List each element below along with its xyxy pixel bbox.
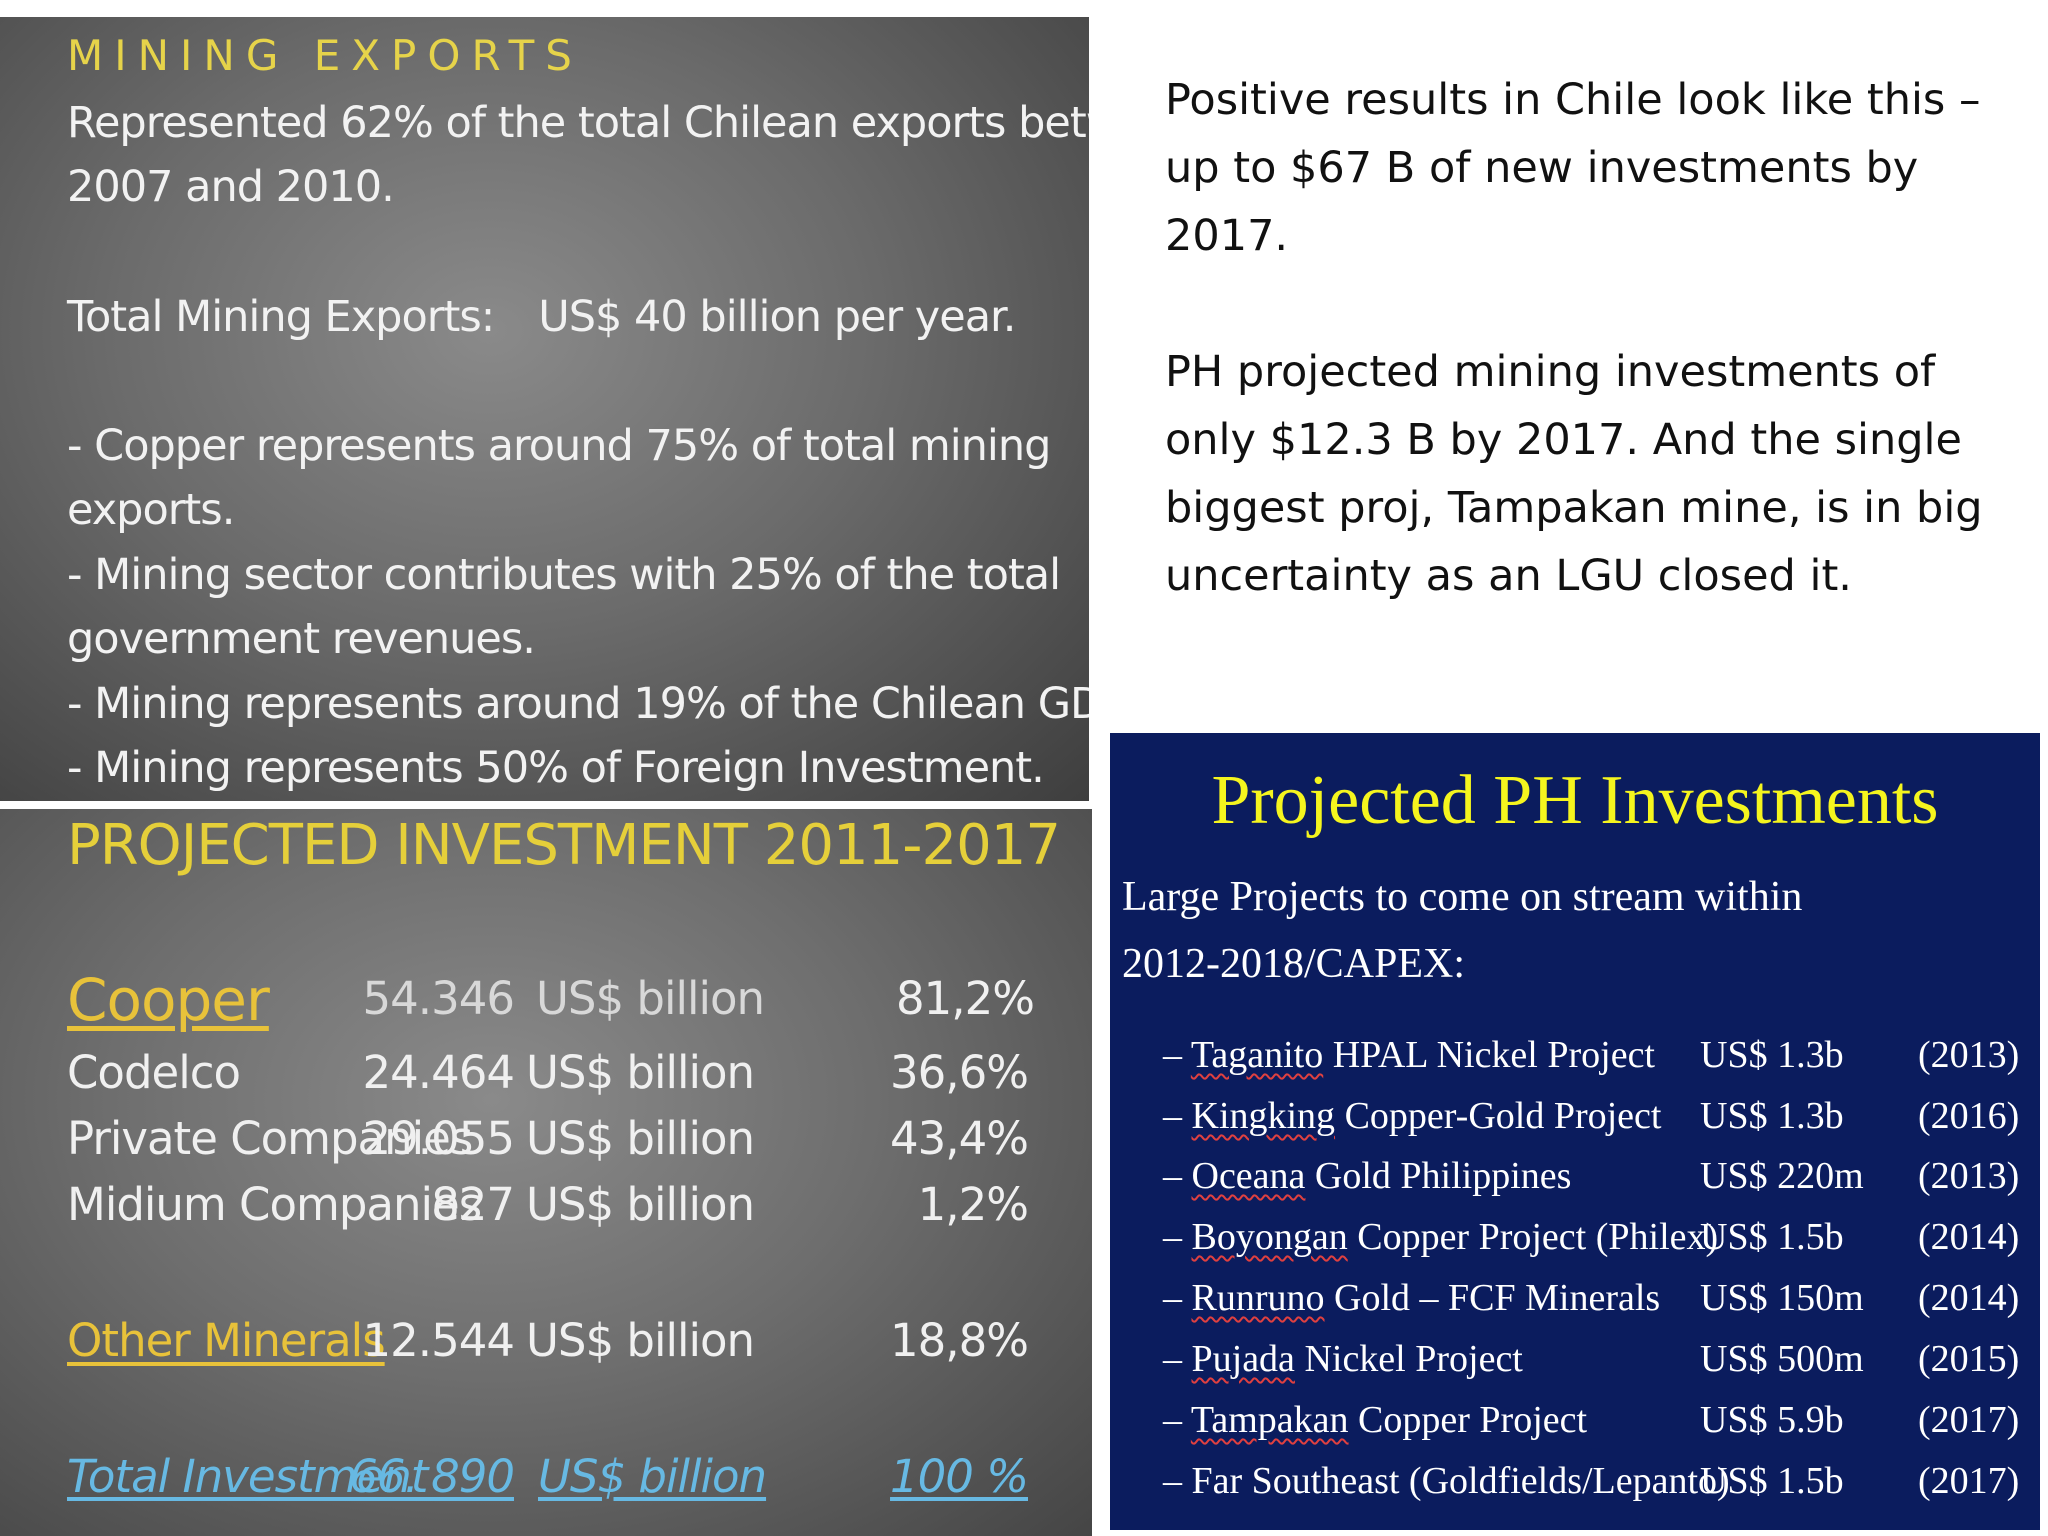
project-year: (2013) [1918,1155,2020,1197]
project-amount: US$ 220m [1700,1155,1864,1197]
bullet-gdp: - Mining represents around 19% of the Ch… [67,679,1089,729]
total-mining-label: Total Mining Exports: [67,292,495,342]
commentary-ph: PH projected mining investments of only … [1165,347,1983,601]
row-name: Codelco [67,1046,241,1099]
investment-row-private: Private Companies 29.055 US$ billion 43,… [0,1112,1092,1182]
commentary-chile: Positive results in Chile look like this… [1165,75,1981,261]
mining-exports-title: MINING EXPORTS [67,31,583,80]
total-mining-exports: Total Mining Exports: US$ 40 billion per … [67,285,1016,349]
project-name: – Runruno Gold – FCF Minerals [1163,1277,1661,1319]
row-unit: US$ billion [526,1112,755,1165]
investment-row-total: Total Investment 66. 890 US$ billion 100… [0,1450,1092,1520]
project-name: – Tampakan Copper Project [1163,1399,1588,1441]
investment-row-codelco: Codelco 24.464 US$ billion 36,6% [0,1046,1092,1116]
project-year: (2016) [1918,1095,2020,1137]
row-name: Cooper [67,966,270,1034]
row-unit: US$ billion [526,1314,755,1367]
project-year: (2013) [1918,1034,2020,1076]
row-value: 24.464 [362,1046,515,1099]
row-pct: 18,8% [890,1314,1029,1367]
project-name: – Oceana Gold Philippines [1163,1155,1572,1197]
row-unit: US$ billion [526,1046,755,1099]
total-mining-value: US$ 40 billion per year. [538,292,1016,342]
row-name: Total Investment [67,1450,428,1503]
project-year: (2014) [1918,1216,2020,1258]
ph-project-row: – Kingking Copper-Gold Project US$ 1.3b … [1110,1094,2040,1154]
row-pct: 36,6% [890,1046,1029,1099]
ph-subtitle-1: Large Projects to come on stream within [1122,874,1803,920]
row-unit: US$ billion [538,1450,767,1503]
project-amount: US$ 1.3b [1700,1095,1844,1137]
bullet-sector-a: - Mining sector contributes with 25% of … [67,550,1061,600]
project-year: (2017) [1918,1460,2020,1502]
project-name: – Far Southeast (Goldfields/Lepanto) [1163,1460,1730,1502]
ph-investments-title: Projected PH Investments [1211,762,1939,839]
project-amount: US$ 5.9b [1700,1399,1844,1441]
ph-subtitle-2: 2012-2018/CAPEX: [1122,941,1466,987]
row-pct: 100 % [890,1450,1029,1503]
ph-project-row: – Oceana Gold Philippines US$ 220m (2013… [1110,1154,2040,1214]
project-year: (2017) [1918,1399,2020,1441]
bullet-sector-b: government revenues. [67,614,536,664]
row-value: 12.544 [362,1314,515,1367]
project-amount: US$ 150m [1700,1277,1864,1319]
mining-exports-slide: MINING EXPORTS Represented 62% of the to… [0,17,1089,801]
ph-project-row: – Pujada Nickel Project US$ 500m (2015) [1110,1337,2040,1397]
bullet-copper-a: - Copper represents around 75% of total … [67,421,1051,471]
project-amount: US$ 1.5b [1700,1216,1844,1258]
project-amount: US$ 1.3b [1700,1034,1844,1076]
investment-row-cooper: Cooper 54.346 US$ billion 81,2% [0,966,1092,1042]
project-amount: US$ 500m [1700,1338,1864,1380]
investment-row-midium: Midium Companies 827 US$ billion 1,2% [0,1178,1092,1248]
project-amount: US$ 1.5b [1700,1460,1844,1502]
mining-line-2: 2007 and 2010. [67,162,395,212]
projected-investment-slide: PROJECTED INVESTMENT 2011-2017 Cooper 54… [0,809,1092,1536]
row-name: Midium Companies [67,1178,482,1231]
investment-row-other-minerals: Other Minerals 12.544 US$ billion 18,8% [0,1314,1092,1384]
row-value: 66. 890 [349,1450,515,1503]
project-year: (2015) [1918,1338,2020,1380]
row-name: Private Companies [67,1112,473,1165]
projected-investment-title: PROJECTED INVESTMENT 2011-2017 [67,813,1061,878]
ph-project-row: – Boyongan Copper Project (Philex) US$ 1… [1110,1215,2040,1275]
row-value: 29.055 [362,1112,515,1165]
project-name: – Boyongan Copper Project (Philex) [1163,1216,1719,1258]
bullet-copper-b: exports. [67,485,235,535]
row-unit: US$ billion [526,1178,755,1231]
row-pct: 43,4% [890,1112,1029,1165]
row-value: 827 [431,1178,515,1231]
ph-project-row: – Tampakan Copper Project US$ 5.9b (2017… [1110,1398,2040,1458]
ph-investments-slide: Projected PH Investments Large Projects … [1110,733,2040,1530]
row-value: 54.346 [362,972,515,1025]
project-name: – Taganito HPAL Nickel Project [1163,1034,1655,1076]
row-name: Other Minerals [67,1314,386,1367]
project-year: (2014) [1918,1277,2020,1319]
mining-line-1: Represented 62% of the total Chilean exp… [67,98,1089,148]
project-name: – Kingking Copper-Gold Project [1163,1095,1662,1137]
commentary-text: Positive results in Chile look like this… [1165,66,1985,610]
ph-project-row: – Runruno Gold – FCF Minerals US$ 150m (… [1110,1276,2040,1336]
row-unit: US$ billion [536,972,765,1025]
row-pct: 1,2% [917,1178,1029,1231]
ph-project-row: – Taganito HPAL Nickel Project US$ 1.3b … [1110,1033,2040,1093]
bullet-foreign-investment: - Mining represents 50% of Foreign Inves… [67,743,1045,793]
project-name: – Pujada Nickel Project [1163,1338,1523,1380]
row-pct: 81,2% [896,972,1035,1025]
ph-project-row: – Far Southeast (Goldfields/Lepanto) US$… [1110,1459,2040,1519]
